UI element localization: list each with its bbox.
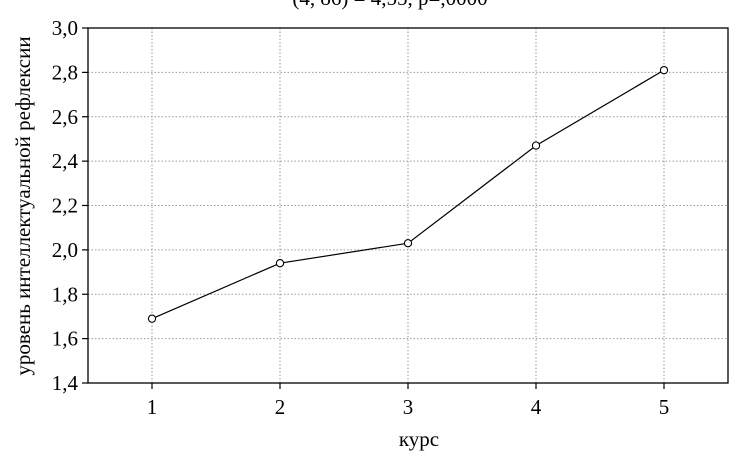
y-tick-label: 2,6 — [52, 105, 78, 129]
data-point — [403, 239, 413, 248]
x-tick-label: 4 — [531, 395, 542, 419]
y-tick-label: 1,4 — [52, 371, 79, 395]
data-point — [275, 259, 285, 268]
grid — [88, 28, 728, 383]
y-tick-label: 2,0 — [52, 238, 78, 262]
y-tick-label: 2,4 — [52, 149, 79, 173]
x-tick-label: 2 — [275, 395, 286, 419]
x-tick-label: 5 — [659, 395, 670, 419]
x-axis: 1 2 3 4 5 — [147, 383, 670, 419]
y-axis: 1,4 1,6 1,8 2,0 2,2 2,4 2,6 2,8 3,0 — [52, 16, 88, 395]
y-axis-title: уровень интеллектуальной рефлексии — [11, 36, 35, 375]
y-tick-label: 1,8 — [52, 282, 78, 306]
data-point — [659, 66, 669, 75]
y-tick-label: 2,2 — [52, 194, 78, 218]
x-tick-label: 3 — [403, 395, 414, 419]
y-tick-label: 2,8 — [52, 60, 78, 84]
data-point — [147, 314, 157, 323]
series — [147, 66, 669, 323]
x-axis-title: курс — [399, 427, 439, 451]
data-point — [531, 141, 541, 150]
chart-title: (4, 86) = 4,55, p=,0000 — [292, 0, 487, 10]
y-tick-label: 1,6 — [52, 327, 78, 351]
y-tick-label: 3,0 — [52, 16, 78, 40]
x-tick-label: 1 — [147, 395, 158, 419]
